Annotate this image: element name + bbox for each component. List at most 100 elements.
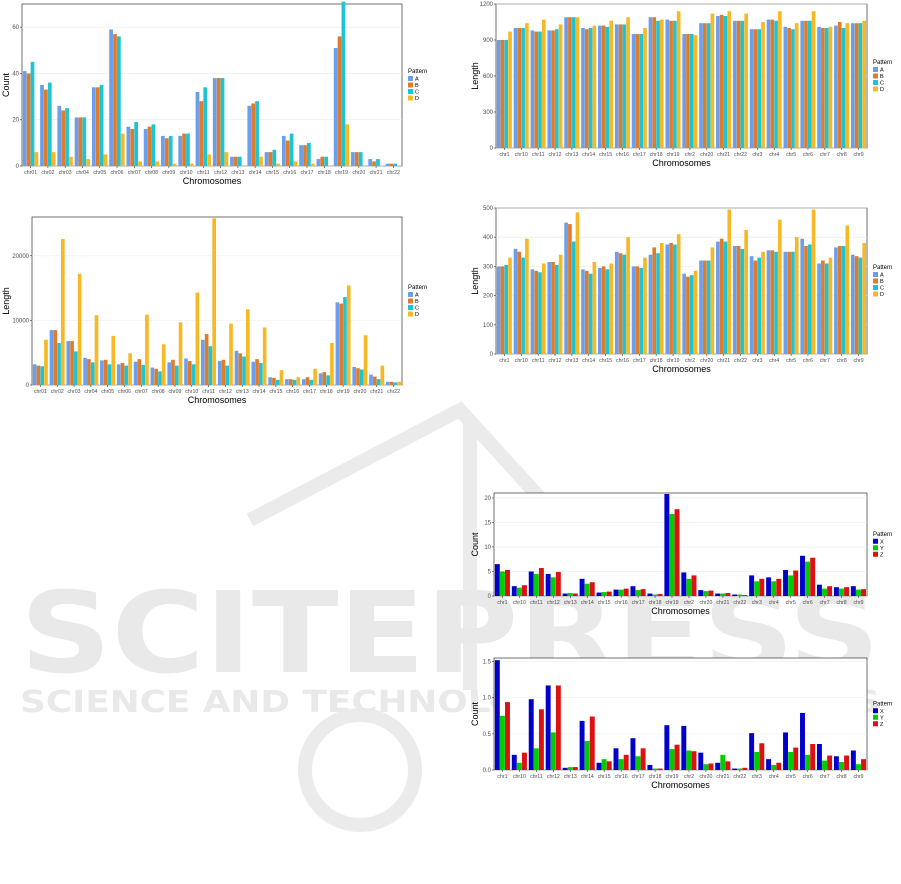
legend-swatch [408, 76, 413, 81]
x-tick-label: chr15 [269, 389, 282, 395]
x-tick-label: chr2 [684, 600, 694, 606]
bar [53, 330, 58, 385]
bar [558, 24, 563, 148]
bar [719, 238, 724, 354]
chart-count-by-chromosome-abcd: 0 20 40 60 chr01 chr02 chr03 chr04 chr05 chr06 chr… [0, 0, 430, 195]
chart-length-by-chromosome-abcd-2: 0 10000 20000 chr01 chr02 chr03 chr04 chr05 chr0… [0, 213, 430, 408]
x-tick-label: chr13 [564, 600, 577, 606]
bar [87, 359, 91, 385]
x-tick-label: chr10 [513, 774, 526, 780]
bar [647, 593, 653, 596]
bar [635, 756, 641, 770]
x-tick-label: chr16 [615, 600, 628, 606]
x-tick-label: chr22 [733, 600, 746, 606]
bar [172, 163, 177, 166]
bar [174, 365, 179, 385]
x-tick-label: chr01 [24, 170, 37, 176]
legend-label: Z [880, 722, 884, 728]
bar [83, 357, 87, 385]
bar [575, 212, 580, 354]
x-tick-label: chr20 [700, 358, 713, 364]
bar [706, 260, 711, 354]
legend-title: Pattern [408, 69, 427, 75]
x-tick-label: chr13 [231, 170, 244, 176]
bar [124, 365, 129, 385]
bar [369, 374, 373, 385]
x-tick-label: chr6 [803, 152, 813, 158]
x-tick-label: chr03 [68, 389, 81, 395]
x-tick-label: chr03 [59, 170, 72, 176]
bar [247, 105, 252, 166]
bar [659, 19, 664, 148]
x-tick-label: chr19 [337, 389, 350, 395]
bar [855, 589, 861, 596]
bar [783, 732, 789, 770]
bar [333, 47, 338, 166]
bar [352, 366, 357, 385]
bar [817, 263, 821, 354]
bar [545, 685, 551, 770]
x-tick-label: chr15 [598, 600, 611, 606]
bar [238, 353, 243, 385]
bar [626, 17, 630, 149]
x-tick-label: chr9 [854, 152, 864, 158]
legend-swatch [408, 305, 413, 310]
bar [528, 571, 534, 596]
x-tick-label: chr13 [565, 358, 578, 364]
x-tick-label: chr3 [752, 774, 762, 780]
bar [669, 749, 675, 770]
bar [810, 743, 816, 770]
bar [113, 34, 117, 167]
bar [618, 24, 623, 148]
x-tick-label: chr11 [532, 358, 545, 364]
bar [732, 20, 737, 148]
bar [130, 128, 135, 166]
x-tick-label: chr14 [581, 600, 594, 606]
bar [744, 13, 748, 148]
bar [689, 275, 694, 354]
bar [605, 26, 610, 148]
bar [710, 13, 715, 148]
x-tick-label: chr13 [236, 389, 249, 395]
bar [811, 11, 816, 149]
bar [736, 245, 741, 354]
bar [513, 28, 518, 148]
bar [833, 587, 839, 596]
bar [500, 266, 505, 354]
bar [496, 40, 501, 148]
y-tick-label: 600 [483, 74, 494, 80]
bar [652, 17, 657, 149]
bar [538, 709, 544, 770]
bar [164, 138, 169, 166]
bar [513, 248, 518, 354]
bar [161, 344, 166, 385]
bar [309, 379, 314, 385]
bar [640, 748, 646, 770]
bar [49, 330, 54, 385]
x-tick-label: chr18 [320, 389, 333, 395]
bar [279, 370, 284, 385]
y-tick-label: 20000 [12, 254, 29, 260]
x-tick-label: chr16 [286, 389, 299, 395]
bar [161, 135, 165, 166]
x-tick-label: chr11 [532, 152, 545, 158]
bar [592, 25, 597, 149]
bar [614, 251, 619, 354]
x-axis-title: Chromosomes [183, 176, 242, 186]
bar [234, 156, 238, 166]
bar [74, 351, 78, 385]
bar [686, 578, 692, 596]
y-tick-label: 0 [490, 146, 494, 152]
bar [837, 22, 842, 148]
bar [732, 594, 738, 596]
bar [742, 767, 748, 770]
bar [178, 135, 183, 166]
bar [676, 11, 681, 149]
bar [770, 250, 775, 354]
bar [397, 381, 402, 385]
bar [681, 572, 687, 596]
bar [821, 260, 825, 354]
bar [766, 577, 772, 596]
x-axis-title: Chromosomes [652, 364, 711, 374]
bar [822, 760, 828, 770]
